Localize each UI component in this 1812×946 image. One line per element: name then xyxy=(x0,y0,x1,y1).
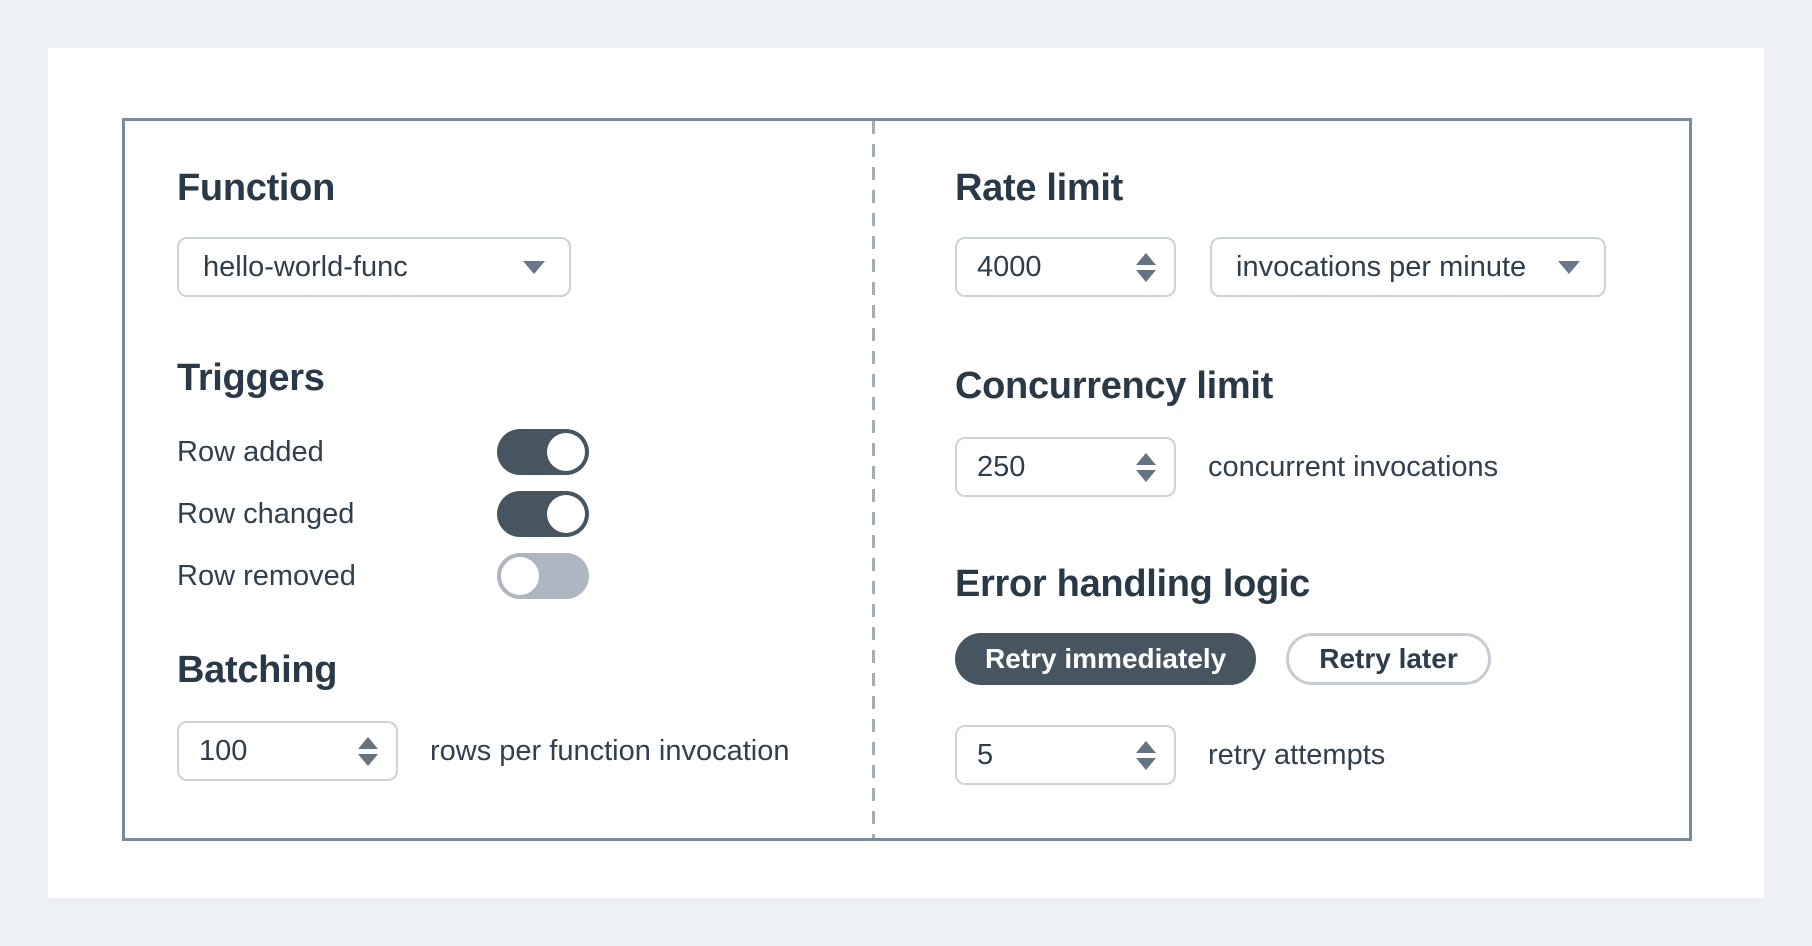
retry-later-button[interactable]: Retry later xyxy=(1286,633,1491,685)
spinner-down-icon[interactable] xyxy=(1136,269,1156,282)
spinner-up-icon[interactable] xyxy=(358,736,378,749)
chevron-down-icon xyxy=(1558,260,1580,274)
error-handling-heading: Error handling logic xyxy=(955,563,1311,605)
function-select-value: hello-world-func xyxy=(203,250,408,283)
trigger-row-changed: Row changed xyxy=(177,491,872,537)
rate-limit-field xyxy=(955,237,1176,297)
spinner-up-icon[interactable] xyxy=(1136,252,1156,265)
retry-attempts-input[interactable] xyxy=(977,738,1087,772)
trigger-label-row-changed: Row changed xyxy=(177,498,355,530)
function-select[interactable]: hello-world-func xyxy=(177,237,571,297)
function-heading: Function xyxy=(177,167,336,209)
toggle-row-removed[interactable] xyxy=(497,553,589,599)
spinner-up-icon[interactable] xyxy=(1136,452,1156,465)
retry-immediately-button[interactable]: Retry immediately xyxy=(955,633,1257,685)
error-handling-options: Retry immediately Retry later xyxy=(955,633,1689,685)
spinner-down-icon[interactable] xyxy=(1136,757,1156,770)
concurrency-suffix: concurrent invocations xyxy=(1208,451,1499,483)
batch-size-suffix: rows per function invocation xyxy=(430,735,790,767)
rate-limit-unit-value: invocations per minute xyxy=(1236,250,1527,283)
function-config-panel: Function hello-world-func Triggers Row a… xyxy=(122,118,1692,841)
trigger-row-added: Row added xyxy=(177,429,872,475)
batch-size-input[interactable] xyxy=(199,734,309,768)
settings-card: Function hello-world-func Triggers Row a… xyxy=(48,48,1764,898)
triggers-heading: Triggers xyxy=(177,357,325,399)
spinner-up-icon[interactable] xyxy=(1136,740,1156,753)
toggle-row-changed[interactable] xyxy=(497,491,589,537)
concurrency-stepper[interactable] xyxy=(1136,452,1156,482)
retry-attempts-field xyxy=(955,725,1176,785)
panel-divider xyxy=(872,121,875,838)
toggle-row-added[interactable] xyxy=(497,429,589,475)
rate-limit-unit-select[interactable]: invocations per minute xyxy=(1210,237,1606,297)
batch-size-field xyxy=(177,721,398,781)
trigger-label-row-removed: Row removed xyxy=(177,560,356,592)
concurrency-input[interactable] xyxy=(977,450,1087,484)
left-column: Function hello-world-func Triggers Row a… xyxy=(125,121,872,838)
rate-limit-input[interactable] xyxy=(977,250,1087,284)
trigger-list: Row added Row changed Row removed xyxy=(177,429,872,599)
trigger-label-row-added: Row added xyxy=(177,436,324,468)
toggle-knob xyxy=(501,557,539,595)
chevron-down-icon xyxy=(523,260,545,274)
concurrency-field xyxy=(955,437,1176,497)
rate-limit-heading: Rate limit xyxy=(955,167,1124,209)
batching-heading: Batching xyxy=(177,649,338,691)
concurrency-heading: Concurrency limit xyxy=(955,365,1273,407)
toggle-knob xyxy=(547,433,585,471)
spinner-down-icon[interactable] xyxy=(358,753,378,766)
retry-attempts-stepper[interactable] xyxy=(1136,740,1156,770)
toggle-knob xyxy=(547,495,585,533)
retry-attempts-suffix: retry attempts xyxy=(1208,739,1386,771)
trigger-row-removed: Row removed xyxy=(177,553,872,599)
right-column: Rate limit invocations per minute Concur… xyxy=(875,121,1689,838)
spinner-down-icon[interactable] xyxy=(1136,469,1156,482)
batch-size-stepper[interactable] xyxy=(358,736,378,766)
rate-limit-stepper[interactable] xyxy=(1136,252,1156,282)
